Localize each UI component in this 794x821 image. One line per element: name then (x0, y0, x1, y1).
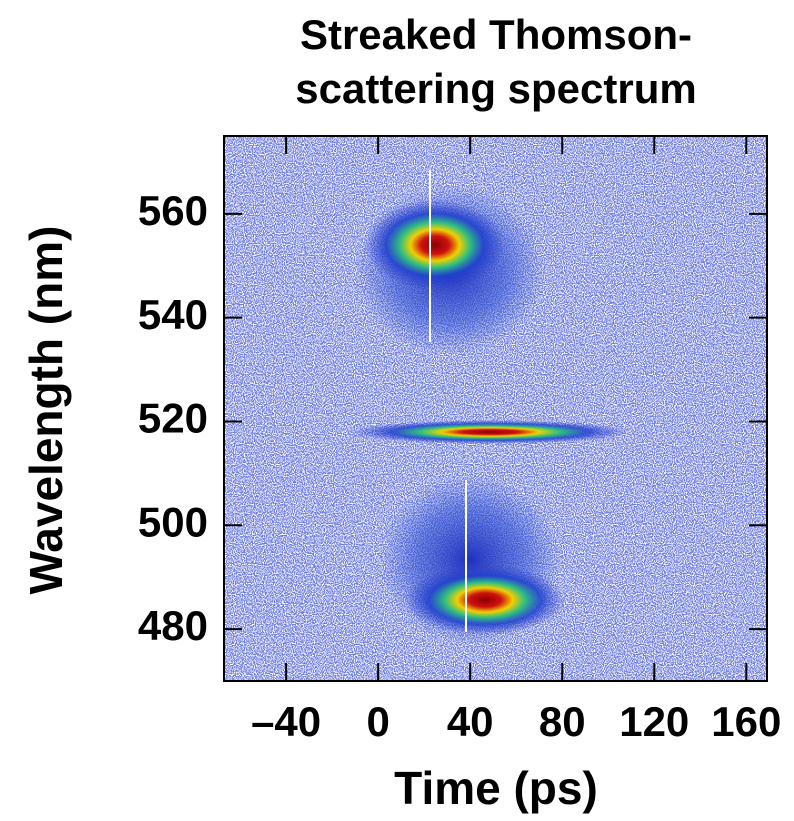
x-tick-label: 40 (447, 698, 494, 745)
x-tick-label: 120 (619, 698, 689, 745)
chart-title: Streaked Thomson- (300, 11, 692, 58)
x-axis-label: Time (ps) (394, 762, 598, 814)
x-tick-label: 80 (539, 698, 586, 745)
plot-frame (223, 135, 768, 682)
x-tick-label: 160 (711, 698, 781, 745)
y-tick-label: 560 (138, 187, 208, 234)
y-tick-label: 520 (138, 395, 208, 442)
x-tick-label: 0 (366, 698, 389, 745)
x-tick-label: –40 (251, 698, 321, 745)
chart-title: scattering spectrum (295, 65, 696, 112)
y-tick-label: 540 (138, 291, 208, 338)
y-tick-label: 500 (138, 498, 208, 545)
spectrum-image (224, 136, 767, 681)
y-tick-label: 480 (138, 602, 208, 649)
y-axis-label: Wavelength (nm) (20, 226, 72, 595)
